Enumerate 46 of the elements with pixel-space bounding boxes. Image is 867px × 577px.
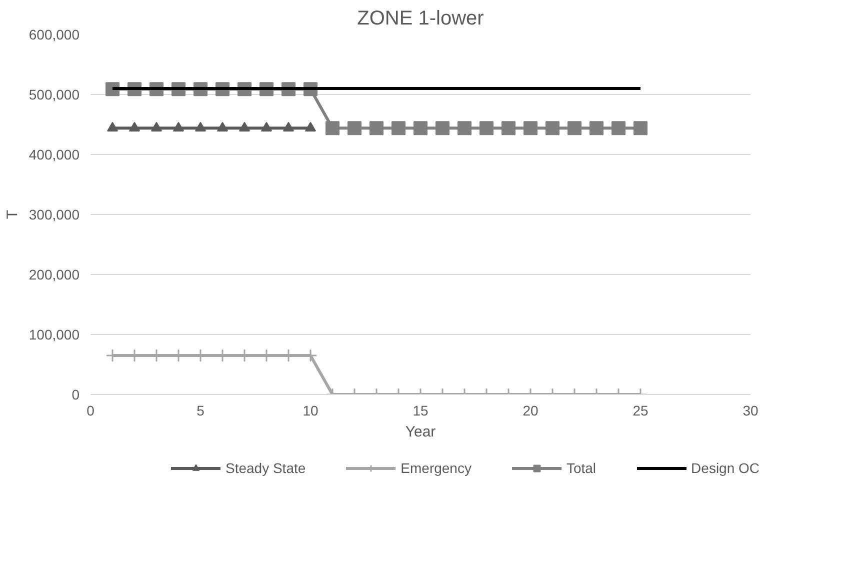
point — [326, 121, 340, 136]
y-tick-label: 200,000 — [28, 266, 80, 282]
point — [348, 121, 362, 136]
x-tick-label: 30 — [742, 402, 758, 418]
chart-title: ZONE 1-lower — [357, 8, 484, 30]
y-tick-label: 600,000 — [28, 26, 80, 42]
y-tick-label: 500,000 — [28, 86, 80, 102]
point — [524, 121, 538, 136]
y-tick-label: 0 — [72, 386, 80, 402]
y-tick-label: 100,000 — [28, 326, 80, 342]
legend-label: Emergency — [400, 460, 472, 476]
point — [370, 121, 384, 136]
x-tick-label: 25 — [632, 402, 648, 418]
point — [239, 122, 250, 132]
point — [546, 121, 560, 136]
point — [458, 121, 472, 136]
x-tick-label: 0 — [86, 402, 95, 418]
y-tick-label: 300,000 — [28, 206, 80, 222]
point — [151, 122, 162, 132]
point — [129, 122, 140, 132]
point — [612, 121, 626, 136]
point — [283, 122, 294, 132]
point — [414, 121, 428, 136]
x-tick-label: 10 — [302, 402, 318, 418]
x-axis-title: Year — [405, 424, 436, 440]
point — [502, 121, 516, 136]
legend-label: Total — [566, 460, 596, 476]
x-tick-label: 15 — [412, 402, 428, 418]
point — [480, 121, 494, 136]
point — [568, 121, 582, 136]
point — [634, 121, 648, 136]
point — [217, 122, 228, 132]
y-axis-title: T — [4, 210, 21, 220]
x-tick-label: 20 — [522, 402, 538, 418]
legend-label: Design OC — [691, 460, 760, 476]
point — [392, 121, 406, 136]
point — [261, 122, 272, 132]
point — [195, 122, 206, 132]
y-tick-label: 400,000 — [28, 146, 80, 162]
legend-label: Steady State — [225, 460, 306, 476]
point — [305, 122, 316, 132]
point — [173, 122, 184, 132]
point — [436, 121, 450, 136]
point — [107, 122, 118, 132]
point — [590, 121, 604, 136]
x-tick-label: 5 — [196, 402, 205, 418]
